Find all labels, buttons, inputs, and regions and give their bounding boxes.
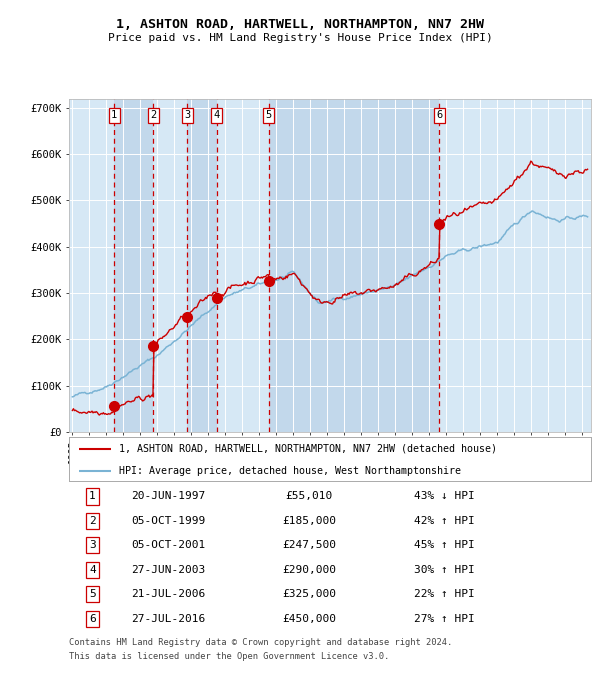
Text: £247,500: £247,500 bbox=[282, 541, 336, 550]
Text: Price paid vs. HM Land Registry's House Price Index (HPI): Price paid vs. HM Land Registry's House … bbox=[107, 33, 493, 43]
Text: 5: 5 bbox=[89, 590, 96, 599]
Text: 22% ↑ HPI: 22% ↑ HPI bbox=[415, 590, 475, 599]
Bar bbox=[187, 99, 217, 432]
Bar bbox=[154, 99, 187, 432]
Text: £55,010: £55,010 bbox=[286, 492, 333, 501]
Text: £450,000: £450,000 bbox=[282, 614, 336, 624]
Text: 27-JUL-2016: 27-JUL-2016 bbox=[131, 614, 205, 624]
Text: HPI: Average price, detached house, West Northamptonshire: HPI: Average price, detached house, West… bbox=[119, 466, 461, 476]
Text: 2: 2 bbox=[150, 110, 157, 120]
Text: Contains HM Land Registry data © Crown copyright and database right 2024.: Contains HM Land Registry data © Crown c… bbox=[69, 638, 452, 647]
Text: 21-JUL-2006: 21-JUL-2006 bbox=[131, 590, 205, 599]
Text: 30% ↑ HPI: 30% ↑ HPI bbox=[415, 565, 475, 575]
Text: 05-OCT-2001: 05-OCT-2001 bbox=[131, 541, 205, 550]
Text: 05-OCT-1999: 05-OCT-1999 bbox=[131, 516, 205, 526]
Text: £290,000: £290,000 bbox=[282, 565, 336, 575]
Text: 27-JUN-2003: 27-JUN-2003 bbox=[131, 565, 205, 575]
Text: 43% ↓ HPI: 43% ↓ HPI bbox=[415, 492, 475, 501]
Text: £185,000: £185,000 bbox=[282, 516, 336, 526]
Text: £325,000: £325,000 bbox=[282, 590, 336, 599]
Text: 6: 6 bbox=[89, 614, 96, 624]
Bar bbox=[439, 99, 591, 432]
Text: 3: 3 bbox=[184, 110, 190, 120]
Text: 4: 4 bbox=[89, 565, 96, 575]
Text: This data is licensed under the Open Government Licence v3.0.: This data is licensed under the Open Gov… bbox=[69, 651, 389, 661]
Text: 1: 1 bbox=[89, 492, 96, 501]
Bar bbox=[217, 99, 269, 432]
Text: 1, ASHTON ROAD, HARTWELL, NORTHAMPTON, NN7 2HW (detached house): 1, ASHTON ROAD, HARTWELL, NORTHAMPTON, N… bbox=[119, 444, 497, 454]
Text: 1, ASHTON ROAD, HARTWELL, NORTHAMPTON, NN7 2HW: 1, ASHTON ROAD, HARTWELL, NORTHAMPTON, N… bbox=[116, 18, 484, 31]
Text: 45% ↑ HPI: 45% ↑ HPI bbox=[415, 541, 475, 550]
Bar bbox=[114, 99, 154, 432]
Text: 2: 2 bbox=[89, 516, 96, 526]
Text: 27% ↑ HPI: 27% ↑ HPI bbox=[415, 614, 475, 624]
Text: 1: 1 bbox=[111, 110, 118, 120]
Text: 3: 3 bbox=[89, 541, 96, 550]
Text: 5: 5 bbox=[266, 110, 272, 120]
Bar bbox=[69, 99, 114, 432]
Bar bbox=[269, 99, 439, 432]
Text: 20-JUN-1997: 20-JUN-1997 bbox=[131, 492, 205, 501]
Text: 6: 6 bbox=[436, 110, 442, 120]
Text: 42% ↑ HPI: 42% ↑ HPI bbox=[415, 516, 475, 526]
Text: 4: 4 bbox=[214, 110, 220, 120]
